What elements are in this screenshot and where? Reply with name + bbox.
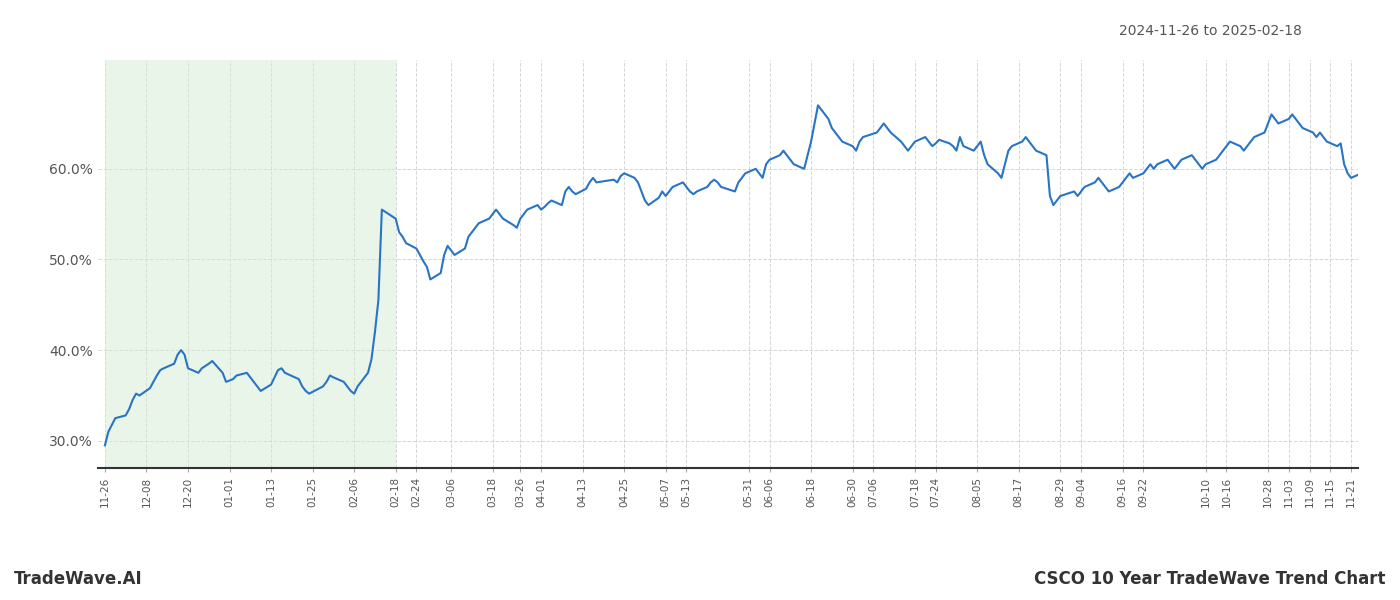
Text: TradeWave.AI: TradeWave.AI	[14, 570, 143, 588]
Text: CSCO 10 Year TradeWave Trend Chart: CSCO 10 Year TradeWave Trend Chart	[1035, 570, 1386, 588]
Text: 2024-11-26 to 2025-02-18: 2024-11-26 to 2025-02-18	[1119, 24, 1302, 38]
Bar	[105, 60, 396, 468]
